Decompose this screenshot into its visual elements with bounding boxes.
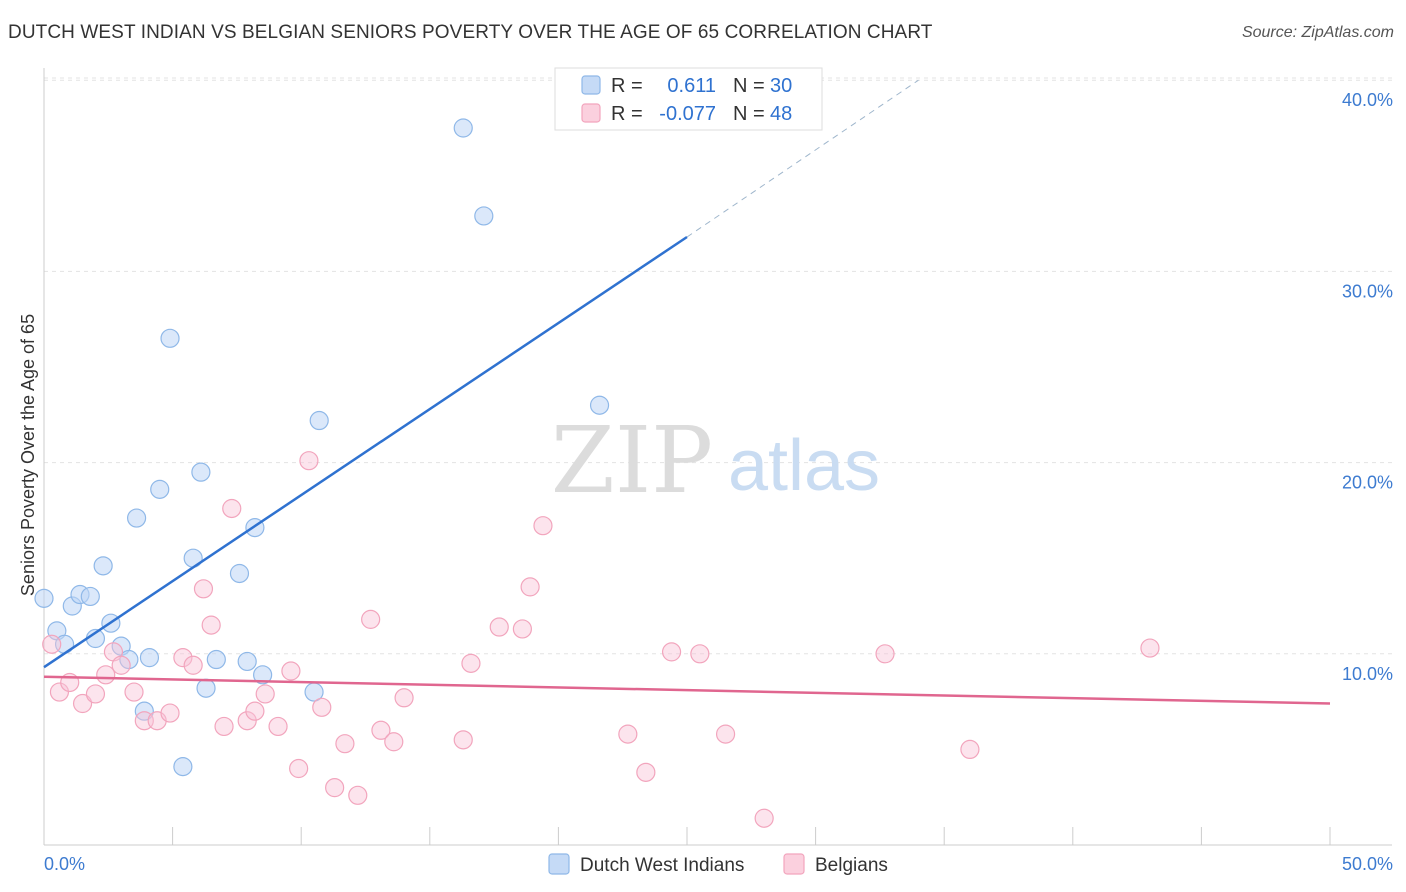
belgians-point xyxy=(222,498,242,519)
y-tick-label: 10.0% xyxy=(1342,664,1393,684)
belgians-point xyxy=(512,619,532,639)
belgians-point xyxy=(325,778,345,798)
belgians-point xyxy=(245,701,265,721)
belgians-point xyxy=(268,716,288,737)
belgians-point xyxy=(690,644,710,664)
dutch-west-indians-point xyxy=(253,665,273,685)
dutch-west-indians-trend-extension xyxy=(686,79,919,238)
dutch-west-indians-point xyxy=(34,588,54,608)
y-tick-label: 20.0% xyxy=(1342,473,1393,493)
y-tick-label: 40.0% xyxy=(1342,90,1393,110)
belgians-point xyxy=(394,688,414,708)
belgians-point xyxy=(348,785,368,805)
legend-swatch-dutch-west-indians xyxy=(548,853,570,875)
dutch-west-indians-point xyxy=(453,118,473,138)
stats-n-label-1: N = xyxy=(733,103,765,125)
belgians-point xyxy=(361,609,381,629)
dutch-west-indians-point xyxy=(160,328,180,348)
y-tick-label: 30.0% xyxy=(1342,281,1393,301)
chart-title: DUTCH WEST INDIAN VS BELGIAN SENIORS POV… xyxy=(8,22,933,43)
stats-n-label-0: N = xyxy=(733,75,765,97)
dutch-west-indians-point xyxy=(237,651,257,672)
stats-swatch-blue xyxy=(581,75,601,95)
belgians-point xyxy=(661,642,682,662)
data-points xyxy=(34,118,1160,828)
belgians-point xyxy=(72,693,93,714)
belgians-point xyxy=(289,758,309,779)
belgians-point xyxy=(312,697,332,717)
belgians-point xyxy=(85,684,106,704)
belgians-point xyxy=(754,808,774,828)
stats-legend: R = 0.611 N = 30 R = -0.077 N = 48 xyxy=(554,67,823,131)
belgians-point xyxy=(160,703,180,723)
belgians-point xyxy=(173,648,193,668)
belgians-point xyxy=(299,451,319,471)
dutch-west-indians-point xyxy=(191,462,211,482)
dutch-west-indians-point xyxy=(80,586,100,607)
belgians-point xyxy=(533,516,553,536)
belgians-point xyxy=(520,577,540,597)
series-legend: Dutch West Indians Belgians xyxy=(548,853,888,876)
watermark-zip: ZIP xyxy=(551,407,713,514)
stats-r-value-1: -0.077 xyxy=(659,103,716,125)
dutch-west-indians-point xyxy=(126,508,147,528)
dutch-west-indians-point xyxy=(206,649,226,670)
dutch-west-indians-point xyxy=(196,678,216,698)
legend-label-belgians: Belgians xyxy=(815,855,888,876)
trend-lines xyxy=(43,79,1331,705)
watermark: ZIP atlas xyxy=(551,407,880,514)
legend-label-dutch-west-indians: Dutch West Indians xyxy=(580,855,744,876)
dutch-west-indians-point xyxy=(229,563,250,584)
stats-n-value-1: 48 xyxy=(770,103,792,125)
belgians-point xyxy=(183,655,203,675)
belgians-point xyxy=(111,655,131,675)
stats-r-value-0: 0.611 xyxy=(667,75,716,97)
belgians-point xyxy=(371,720,391,740)
dutch-west-indians-point xyxy=(309,410,329,431)
x-tick-label-max: 50.0% xyxy=(1342,854,1393,874)
belgians-point xyxy=(453,730,473,750)
stats-swatch-pink xyxy=(581,103,601,123)
dutch-west-indians-trend-line xyxy=(43,235,688,669)
belgians-point xyxy=(618,724,638,744)
dutch-west-indians-point xyxy=(139,648,160,668)
axes: 10.0% 20.0% 30.0% 40.0% xyxy=(43,68,1393,846)
belgians-point xyxy=(42,634,62,654)
belgians-point xyxy=(96,665,116,685)
belgians-point xyxy=(201,615,221,635)
belgians-point xyxy=(281,661,301,681)
belgians-trend-line xyxy=(43,675,1331,705)
dutch-west-indians-point xyxy=(474,206,494,226)
belgians-point xyxy=(49,682,70,702)
belgians-point xyxy=(124,682,144,702)
dutch-west-indians-point xyxy=(119,649,139,670)
stats-r-label-0: R = xyxy=(611,75,643,97)
belgians-point xyxy=(960,739,980,760)
belgians-point xyxy=(214,716,234,737)
dutch-west-indians-point xyxy=(93,556,113,576)
belgians-point xyxy=(335,734,355,754)
belgians-point xyxy=(875,644,895,664)
x-tick-label-min: 0.0% xyxy=(44,854,85,874)
belgians-point xyxy=(715,724,736,744)
stats-r-label-1: R = xyxy=(611,103,643,125)
legend-swatch-belgians xyxy=(783,853,805,875)
belgians-point xyxy=(255,684,275,704)
belgians-point xyxy=(461,653,481,673)
belgians-point xyxy=(193,579,214,599)
dutch-west-indians-point xyxy=(589,395,610,415)
dutch-west-indians-point xyxy=(150,479,170,499)
y-axis-label: Seniors Poverty Over the Age of 65 xyxy=(18,314,38,596)
dutch-west-indians-point xyxy=(173,757,193,777)
belgians-point xyxy=(489,617,509,637)
stats-n-value-0: 30 xyxy=(770,75,792,97)
source-credit: Source: ZipAtlas.com xyxy=(1241,24,1394,41)
belgians-point xyxy=(636,762,656,782)
belgians-point xyxy=(1140,638,1160,658)
watermark-atlas: atlas xyxy=(728,426,880,506)
belgians-point xyxy=(237,711,257,731)
belgians-point xyxy=(384,732,404,752)
